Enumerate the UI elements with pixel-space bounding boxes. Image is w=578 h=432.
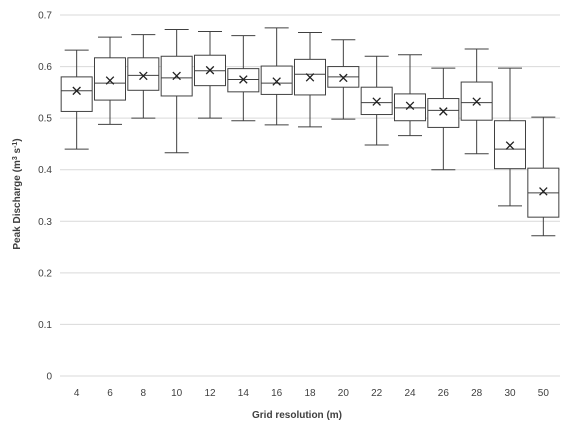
y-tick-label: 0.6: [38, 62, 52, 73]
box-group: [394, 54, 426, 137]
x-tick-label: 16: [271, 388, 283, 399]
iqr-box: [60, 76, 93, 112]
iqr-box: [260, 65, 293, 95]
x-tick-label: 18: [304, 388, 316, 399]
mean-marker: [405, 101, 415, 111]
iqr-box: [294, 58, 326, 96]
mean-marker: [205, 65, 215, 75]
y-axis-title-mid: s: [12, 147, 23, 156]
x-tick-label: 20: [338, 388, 350, 399]
mean-marker: [372, 97, 381, 106]
y-axis-title-superscript: 3: [12, 156, 19, 160]
mean-marker: [105, 76, 115, 85]
x-tick-label: 24: [404, 388, 416, 399]
y-axis-title: Peak Discharge (m3 s-1): [12, 138, 24, 249]
x-tick-label: 22: [371, 388, 383, 399]
y-tick-label: 0.2: [38, 268, 52, 279]
mean-marker: [272, 77, 281, 86]
box-group: [294, 32, 326, 128]
x-axis-ticks: 4 6 8 10 12 14 16 18 20 22 24 26 28 30 50: [74, 388, 549, 399]
y-axis-title-end: ): [12, 138, 23, 141]
y-tick-label: 0: [46, 372, 52, 383]
iqr-box: [394, 93, 426, 122]
box-group: [160, 28, 193, 154]
mean-marker: [172, 71, 181, 81]
x-tick-label: 28: [471, 388, 483, 399]
y-axis-ticks: 0 0.1 0.2 0.3 0.4 0.5 0.6 0.7: [38, 11, 52, 383]
y-tick-label: 0.5: [38, 114, 52, 125]
y-tick-label: 0.3: [38, 217, 52, 228]
mean-marker: [305, 73, 315, 82]
box-group: [227, 35, 260, 122]
y-tick-label: 0.4: [38, 165, 52, 176]
mean-marker: [72, 86, 81, 96]
y-axis-title-superscript-2: -1: [12, 142, 19, 148]
box-group: [127, 34, 160, 119]
box-group: [494, 67, 526, 207]
x-tick-label: 10: [171, 388, 183, 399]
mean-marker: [139, 71, 148, 81]
box-group: [527, 116, 560, 237]
x-axis-title: Grid resolution (m): [252, 410, 342, 421]
x-tick-label: 30: [504, 388, 516, 399]
mean-marker: [339, 73, 348, 83]
mean-marker: [472, 97, 481, 106]
mean-marker: [505, 141, 515, 150]
y-tick-label: 0.1: [38, 320, 52, 331]
y-axis-title-main: Peak Discharge (m: [12, 160, 23, 250]
iqr-box: [94, 57, 126, 101]
box-group: [94, 36, 126, 125]
box-group: [427, 67, 460, 171]
x-tick-label: 8: [141, 388, 147, 399]
box-group: [327, 39, 360, 120]
x-tick-label: 50: [538, 388, 550, 399]
box-group: [260, 27, 293, 126]
x-tick-label: 12: [204, 388, 216, 399]
iqr-box: [127, 57, 160, 91]
box-group: [194, 31, 226, 119]
mean-marker: [239, 75, 248, 84]
x-tick-label: 6: [107, 388, 113, 399]
mean-marker: [539, 187, 548, 196]
mean-marker: [439, 107, 448, 116]
x-tick-label: 26: [438, 388, 450, 399]
box-group: [460, 48, 493, 155]
boxes: [60, 27, 560, 237]
iqr-box: [427, 98, 460, 128]
box-group: [60, 49, 93, 150]
x-tick-label: 4: [74, 388, 80, 399]
box-group: [360, 55, 393, 146]
y-tick-label: 0.7: [38, 11, 52, 22]
x-tick-label: 14: [238, 388, 250, 399]
